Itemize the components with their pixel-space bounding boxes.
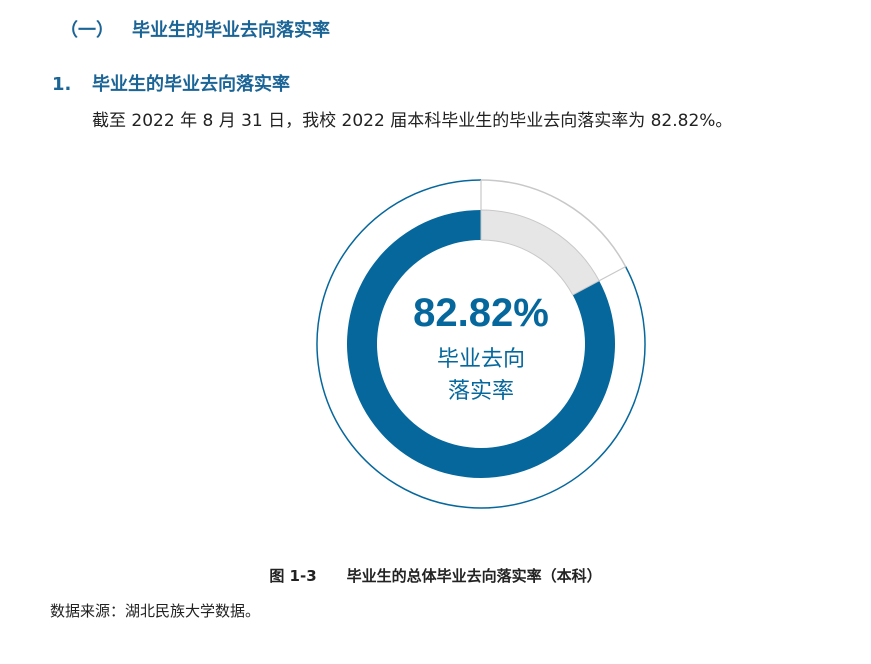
data-source: 数据来源：湖北民族大学数据。 [50, 602, 261, 620]
figure-title: 毕业生的总体毕业去向落实率（本科） [346, 567, 602, 585]
center-label-line1: 毕业去向 [437, 347, 525, 372]
outer-ring-main-arc [316, 179, 646, 509]
section-title: 毕业生的毕业去向落实率 [132, 20, 330, 41]
section-number: （一） [60, 20, 114, 41]
section-heading: （一） 毕业生的毕业去向落实率 [60, 16, 330, 42]
subsection-number: 1. [52, 74, 72, 95]
figure-number: 图 1-3 [269, 567, 317, 585]
subsection-title: 毕业生的毕业去向落实率 [92, 74, 290, 95]
subsection-heading: 1. 毕业生的毕业去向落实率 [52, 70, 290, 96]
center-value: 82.82% [413, 291, 549, 335]
outer-ring-remainder-arc [480, 179, 627, 267]
figure-caption: 图 1-3 毕业生的总体毕业去向落实率（本科） [0, 565, 871, 586]
donut-slice-remainder [480, 209, 600, 296]
body-paragraph: 截至 2022 年 8 月 31 日，我校 2022 届本科毕业生的毕业去向落实… [92, 111, 733, 131]
outer-ring-separator [598, 266, 626, 282]
center-label-line2: 落实率 [448, 379, 514, 404]
